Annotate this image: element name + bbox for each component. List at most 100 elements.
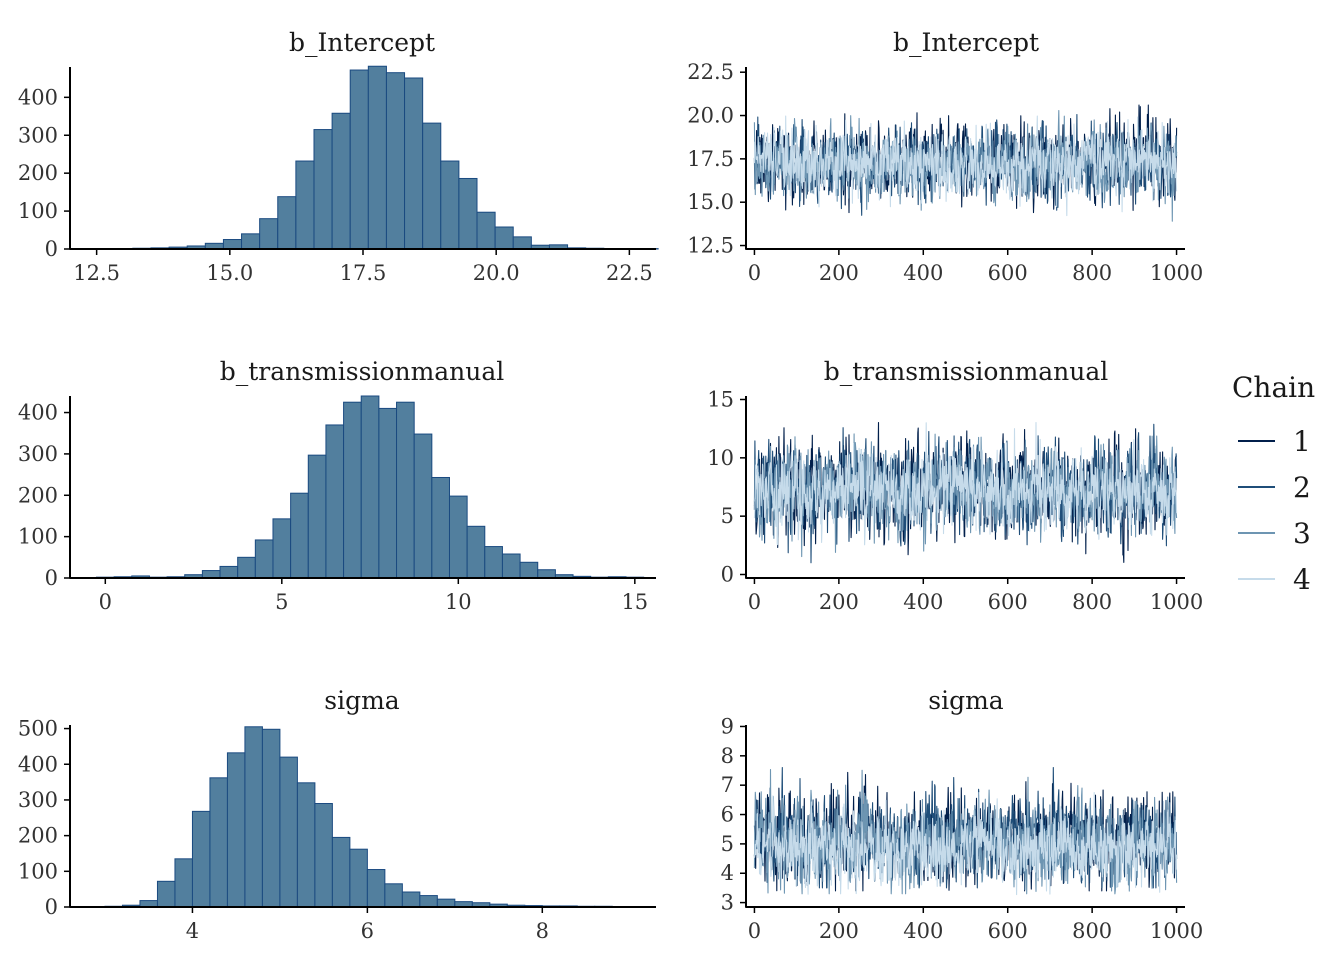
histogram-bar — [209, 777, 228, 908]
y-tick-label: 500 — [18, 717, 58, 741]
y-tick-label: 100 — [18, 199, 58, 223]
y-tick-label: 12.5 — [687, 234, 734, 258]
x-tick-label: 6 — [361, 919, 374, 943]
y-tick-label: 200 — [18, 824, 58, 848]
y-tick-label: 3 — [721, 891, 734, 915]
x-tick-label: 15 — [621, 590, 648, 614]
x-tick-label: 4 — [186, 919, 199, 943]
histogram-bar — [313, 129, 333, 250]
panel-title: b_Intercept — [893, 28, 1039, 57]
x-tick-label: 15.0 — [206, 261, 253, 285]
histogram-bar — [419, 895, 438, 908]
histogram-bar — [191, 810, 211, 908]
legend-item-3: 3 — [1238, 517, 1311, 550]
y-tick-label: 200 — [18, 161, 58, 185]
histogram-bar — [512, 236, 532, 250]
y-tick-label: 100 — [18, 525, 58, 549]
y-tick-label: 5 — [721, 504, 734, 528]
histogram-bar — [385, 72, 406, 250]
x-tick-label: 800 — [1072, 261, 1112, 285]
histogram-bar — [349, 848, 368, 908]
x-tick-label: 800 — [1072, 590, 1112, 614]
histogram-bar — [226, 752, 246, 908]
y-tick-label: 200 — [18, 483, 58, 507]
histogram-bar — [349, 69, 369, 250]
legend-item-1: 1 — [1238, 425, 1311, 458]
histogram-bar — [254, 539, 274, 579]
x-tick-label: 1000 — [1150, 919, 1203, 943]
y-tick-label: 300 — [18, 442, 58, 466]
x-tick-label: 5 — [275, 590, 288, 614]
histogram-bar — [201, 570, 221, 579]
trace-line-chain-4 — [753, 791, 1178, 896]
y-tick-label: 400 — [18, 85, 58, 109]
x-tick-label: 20.0 — [473, 261, 520, 285]
y-tick-label: 15.0 — [687, 190, 734, 214]
y-tick-label: 20.0 — [687, 104, 734, 128]
x-tick-label: 22.5 — [606, 261, 653, 285]
histogram-bar — [295, 160, 315, 250]
histogram-bar — [537, 569, 556, 579]
histogram-bar — [413, 433, 433, 579]
x-tick-label: 400 — [903, 919, 943, 943]
y-tick-label: 0 — [45, 566, 58, 590]
legend-title: Chain — [1232, 371, 1315, 404]
histogram-bar — [494, 226, 514, 250]
legend-item-2: 2 — [1238, 471, 1311, 504]
hist-panel-sigma: sigma 4 6 8 0 100 200 300 400 500 — [18, 686, 656, 943]
histogram-bar — [272, 518, 292, 579]
histogram-bar — [331, 112, 351, 250]
histogram-bar — [367, 65, 387, 250]
histogram-bar — [325, 424, 345, 579]
trace-panel-sigma: sigma 0 200 400 600 800 1000 3 4 5 6 7 8 9 — [721, 686, 1204, 943]
y-tick-label: 8 — [721, 744, 734, 768]
y-tick-label: 300 — [18, 788, 58, 812]
y-tick-label: 100 — [18, 859, 58, 883]
y-tick-label: 7 — [721, 773, 734, 797]
x-tick-label: 200 — [819, 261, 859, 285]
x-tick-label: 17.5 — [340, 261, 387, 285]
histogram-bar — [466, 525, 486, 579]
y-tick-label: 400 — [18, 401, 58, 425]
histogram-bar — [360, 395, 380, 579]
histogram-bar — [290, 492, 309, 579]
hist-panel-intercept: b_Intercept 12.5 15.0 17.5 20.0 22.5 0 100 200 3… — [18, 28, 659, 285]
histogram-bar — [174, 858, 193, 908]
x-tick-label: 600 — [988, 590, 1028, 614]
x-tick-label: 12.5 — [73, 261, 120, 285]
histogram-bar — [440, 160, 460, 250]
y-tick-label: 400 — [18, 752, 58, 776]
histogram-bar — [448, 495, 468, 579]
histogram-bar — [484, 546, 503, 579]
histogram-bar — [404, 77, 424, 250]
histogram-bar — [277, 196, 297, 250]
x-tick-label: 0 — [748, 261, 761, 285]
histogram-bar — [343, 401, 362, 579]
y-tick-label: 0 — [721, 563, 734, 587]
histogram-bar — [458, 177, 478, 250]
histogram-bar — [384, 883, 403, 908]
panel-title: sigma — [928, 686, 1004, 715]
legend-item-4: 4 — [1238, 563, 1311, 596]
y-tick-label: 0 — [45, 895, 58, 919]
x-tick-label: 1000 — [1150, 261, 1203, 285]
hist-panel-transmission: b_transmissionmanual 0 5 10 15 0 100 200 300 400 — [18, 357, 656, 614]
histogram-bar — [237, 556, 256, 579]
x-tick-label: 400 — [903, 590, 943, 614]
x-tick-label: 200 — [819, 590, 859, 614]
histogram-bar — [378, 407, 398, 579]
y-tick-label: 10 — [707, 446, 734, 470]
trace-panel-transmission: b_transmissionmanual 0 200 400 600 800 1000 0 5… — [707, 357, 1203, 614]
x-tick-label: 10 — [445, 590, 472, 614]
histogram-bar — [314, 803, 333, 908]
x-tick-label: 600 — [988, 919, 1028, 943]
histogram-bar — [244, 726, 263, 908]
histogram-bar — [156, 880, 176, 908]
y-tick-label: 0 — [45, 237, 58, 261]
legend-label-3: 3 — [1293, 517, 1311, 550]
trace-line-chain-4 — [753, 115, 1178, 217]
histogram-bar — [259, 218, 279, 250]
x-tick-label: 200 — [819, 919, 859, 943]
trace-line-chain-4 — [753, 422, 1178, 546]
